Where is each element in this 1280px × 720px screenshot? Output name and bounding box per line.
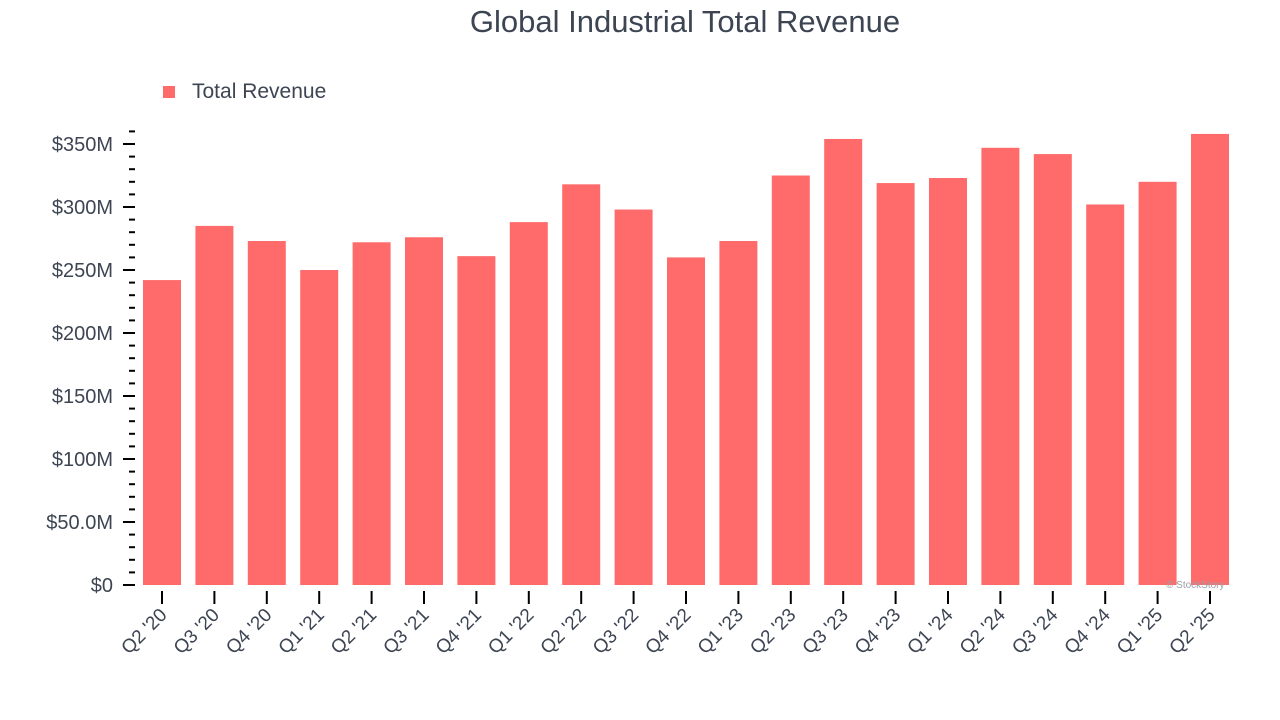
bar [1086,204,1125,586]
x-tick-label: Q2 '24 [956,604,1010,658]
bar [300,270,339,585]
bar [719,241,758,585]
x-tick-label: Q1 '25 [1113,605,1167,659]
chart-title: Global Industrial Total Revenue [469,4,901,39]
x-tick-label: Q4 '24 [1061,604,1115,658]
legend: Total Revenue [163,80,326,104]
bar [929,178,967,585]
y-tick-label: $100M [52,449,113,471]
x-tick-label: Q1 '24 [904,604,958,658]
bar [876,183,915,585]
x-tick-label: Q1 '21 [275,605,329,659]
bar [1191,133,1229,586]
bar [1033,154,1072,585]
y-tick-label: $350M [52,134,113,156]
x-tick-label: Q4 '22 [642,605,696,659]
y-tick-label: $200M [52,323,113,345]
bar [1138,181,1177,586]
bar [352,242,391,585]
x-tick-label: Q1 '22 [484,605,538,659]
bar [667,257,705,585]
x-tick-label: Q2 '20 [118,605,172,659]
bar [614,209,653,585]
x-tick-label: Q2 '25 [1166,605,1220,659]
bar [405,237,443,586]
x-tick-label: Q3 '22 [589,605,643,659]
x-tick-label: Q2 '22 [537,605,591,659]
legend-label: Total Revenue [192,80,327,103]
bar [143,280,181,585]
y-tick-label: $0 [91,575,113,597]
watermark: © StockStory [1166,580,1225,591]
bar [509,222,548,585]
x-tick-label: Q3 '23 [799,605,853,659]
y-tick-label: $250M [52,260,113,282]
y-tick-label: $150M [52,386,113,408]
x-tick-label: Q4 '21 [432,605,486,659]
x-tick-label: Q3 '24 [1008,604,1062,658]
x-tick-label: Q2 '23 [746,605,800,659]
bar [981,147,1020,585]
legend-swatch [163,86,175,98]
y-tick-label: $300M [52,197,113,219]
y-tick-label: $50.0M [46,512,113,534]
x-tick-label: Q4 '23 [851,605,905,659]
bar [247,241,286,585]
x-tick-label: Q1 '23 [694,605,748,659]
x-tick-label: Q3 '21 [380,605,434,659]
x-tick-label: Q4 '20 [222,605,276,659]
bar [195,225,234,585]
x-tick-label: Q2 '21 [327,605,381,659]
bar [771,175,810,585]
bar [824,138,863,585]
bar [457,256,496,585]
x-tick-label: Q3 '20 [170,605,224,659]
bar [562,184,601,585]
